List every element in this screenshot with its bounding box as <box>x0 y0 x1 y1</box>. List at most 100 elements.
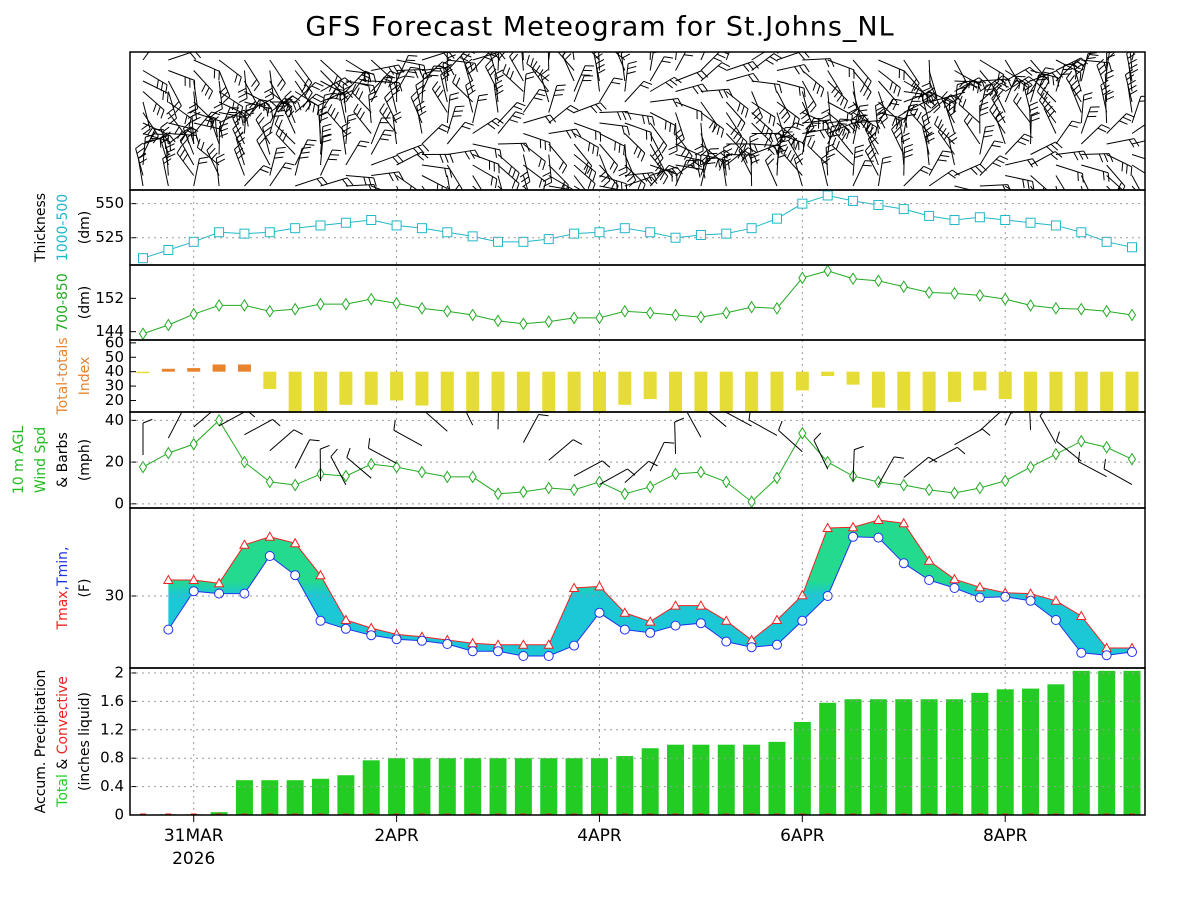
barb-shaft <box>776 147 779 176</box>
barb-shaft <box>963 120 981 145</box>
barb-flag <box>1055 431 1060 442</box>
barb-flag <box>256 133 264 141</box>
barb-shaft <box>1131 185 1137 190</box>
barb-flag <box>989 102 996 111</box>
barb-flag <box>1130 166 1133 176</box>
barb-flag <box>933 106 941 114</box>
marker <box>214 413 224 427</box>
barb-flag <box>454 184 460 190</box>
barb-shaft <box>827 80 848 102</box>
barb-flag <box>341 121 351 128</box>
barb-flag <box>159 37 168 39</box>
barb-flag <box>722 159 726 169</box>
barb-flag <box>1042 187 1045 190</box>
barb-flag <box>586 198 591 206</box>
barb-flag <box>1077 451 1081 462</box>
barb-flag <box>478 93 488 97</box>
bar <box>768 741 786 815</box>
barb-flag <box>573 439 583 445</box>
barb-shaft <box>928 150 944 176</box>
barb-flag <box>982 193 983 202</box>
barb-shaft <box>497 52 500 71</box>
barb-flag <box>208 147 216 156</box>
barb-flag <box>979 106 989 112</box>
barb-flag <box>482 199 487 206</box>
barb-flag <box>901 137 911 143</box>
barb-flag <box>159 132 168 139</box>
barb-shaft <box>548 143 568 166</box>
barb-flag <box>626 70 636 75</box>
marker <box>518 236 529 247</box>
barb-flag <box>1080 57 1088 65</box>
barb-flag <box>215 119 217 129</box>
barb-flag <box>159 138 162 148</box>
barb-flag <box>1105 95 1115 101</box>
marker <box>316 297 325 311</box>
barb-flag <box>1053 208 1060 213</box>
barb-flag <box>867 148 874 156</box>
barb-flag <box>179 133 187 141</box>
barb-flag <box>822 118 831 124</box>
barb-flag <box>373 85 376 95</box>
barb-shaft <box>1004 70 1030 86</box>
barb-shaft <box>523 133 551 144</box>
barb-flag <box>538 178 543 188</box>
barb-flag <box>368 95 378 101</box>
barb-shaft <box>1080 53 1089 82</box>
barb-flag <box>368 90 377 96</box>
barb-flag <box>1031 112 1040 117</box>
barb-flag <box>379 138 389 141</box>
marker <box>949 583 960 593</box>
bar <box>1098 670 1116 815</box>
barb-flag <box>266 107 269 117</box>
barb-flag <box>258 116 265 125</box>
bar <box>692 744 710 815</box>
barb-shaft <box>497 52 506 61</box>
barb-shaft <box>614 52 626 61</box>
barb-flag <box>315 93 325 99</box>
y-axis-label: (dm) <box>77 211 93 244</box>
barb-shaft <box>827 59 855 71</box>
marker <box>796 589 808 600</box>
barb-flag <box>1098 63 1106 71</box>
barb-flag <box>992 162 1002 168</box>
marker <box>214 588 225 599</box>
barb-flag <box>743 141 748 151</box>
barb-flag <box>161 137 170 144</box>
barb-flag <box>1039 75 1049 79</box>
barb-flag <box>880 117 888 125</box>
barb-flag <box>396 70 406 75</box>
barb-flag <box>730 127 737 136</box>
marker <box>670 232 681 243</box>
barb-flag <box>345 90 353 98</box>
barb-flag <box>840 118 850 121</box>
barb-flag <box>1050 143 1059 151</box>
barb-shaft <box>573 460 603 477</box>
barb-flag <box>161 126 170 133</box>
barb-flag <box>163 131 171 138</box>
marker <box>467 231 478 242</box>
barb-flag <box>152 133 162 135</box>
barb-flag <box>996 89 1004 97</box>
barb-flag <box>777 149 787 154</box>
barb-flag <box>499 45 508 48</box>
barb-flag <box>491 53 500 60</box>
marker <box>619 624 630 635</box>
barb-flag <box>961 84 969 92</box>
bar <box>212 364 226 372</box>
marker <box>1026 460 1035 474</box>
marker <box>468 308 477 322</box>
marker <box>1050 220 1061 231</box>
marker <box>771 213 782 224</box>
barb-shaft <box>724 412 752 427</box>
barb-flag <box>1026 85 1030 95</box>
barb-flag <box>599 102 607 110</box>
bar <box>821 371 835 376</box>
barb-flag <box>1027 201 1029 210</box>
barb-flag <box>192 116 201 122</box>
barb-flag <box>697 168 701 178</box>
barb-shaft <box>624 133 646 154</box>
barb-shaft <box>497 164 520 184</box>
barb-flag <box>781 111 788 119</box>
barb-flag <box>706 162 716 165</box>
